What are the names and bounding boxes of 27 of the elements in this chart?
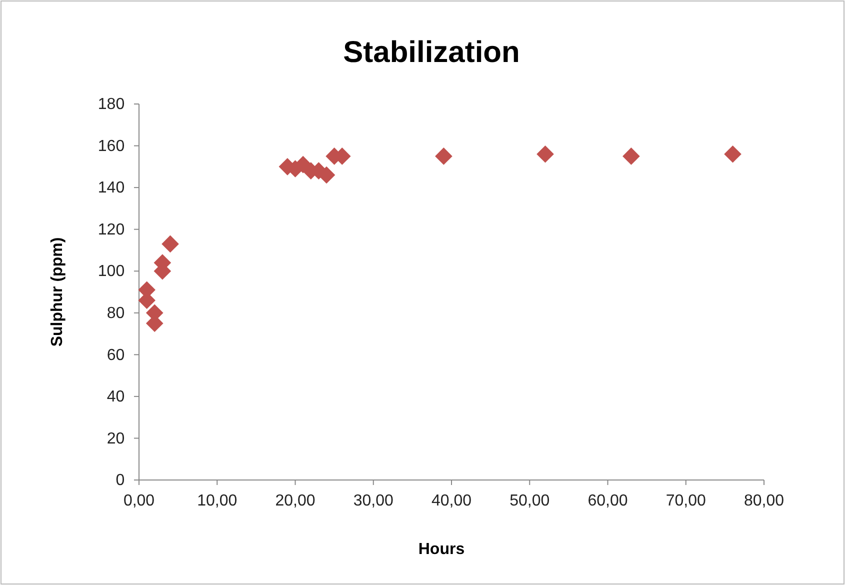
y-axis-title: Sulphur (ppm) xyxy=(49,237,66,347)
x-tick-label: 70,00 xyxy=(666,492,706,510)
x-axis-title: Hours xyxy=(418,541,465,558)
x-tick-label: 60,00 xyxy=(588,492,628,510)
point xyxy=(435,148,452,165)
point xyxy=(162,235,179,253)
point xyxy=(724,145,742,163)
x-tick-label: 30,00 xyxy=(353,492,394,510)
y-tick-label: 120 xyxy=(98,221,125,238)
x-tick-label: 20,00 xyxy=(275,492,316,510)
point xyxy=(536,145,554,163)
y-tick-label: 160 xyxy=(98,138,125,155)
x-tick-label: 50,00 xyxy=(510,492,550,510)
y-tick-label: 20 xyxy=(106,430,125,448)
y-tick-label: 0 xyxy=(116,472,125,490)
point xyxy=(622,148,640,165)
chart-title: Stabilization xyxy=(343,36,520,69)
x-tick-label: 40,00 xyxy=(431,492,472,510)
y-tick-label: 60 xyxy=(106,346,125,364)
x-tick-label: 10,00 xyxy=(197,492,238,510)
y-tick-label: 140 xyxy=(98,180,125,197)
y-tick-label: 40 xyxy=(106,388,125,406)
x-tick-label: 0,00 xyxy=(123,492,155,510)
y-tick-label: 180 xyxy=(98,96,125,114)
x-tick-label: 80,00 xyxy=(744,492,784,510)
y-tick-label: 100 xyxy=(98,263,125,280)
y-tick-label: 80 xyxy=(106,305,125,322)
